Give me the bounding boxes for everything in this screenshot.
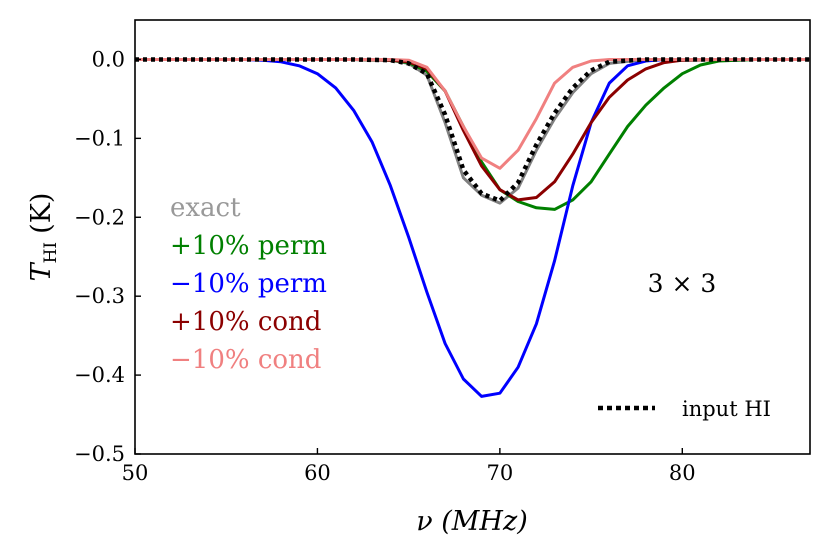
y-axis-label-sub: HI: [41, 242, 61, 264]
legend-entry: −10% perm: [170, 269, 327, 299]
legend-entry: +10% perm: [170, 231, 327, 261]
x-axis-label: ν (MHz): [416, 506, 527, 537]
y-tick-label: −0.4: [74, 363, 125, 387]
y-tick-label: −0.5: [74, 442, 125, 466]
x-tick-label: 80: [669, 461, 696, 485]
x-tick-label: 50: [122, 461, 149, 485]
grid-size-annotation: 3 × 3: [648, 269, 717, 298]
x-tick-label: 70: [486, 461, 513, 485]
y-tick-label: 0.0: [92, 47, 125, 71]
svg-text:THI(K): THI (K): [26, 193, 61, 282]
legend-entry: +10% cond: [170, 307, 321, 337]
series-line-exact: [135, 58, 810, 205]
input-hi-legend-label: input HI: [682, 397, 771, 421]
legend-entry: −10% cond: [170, 345, 321, 375]
y-tick-label: −0.3: [74, 284, 125, 308]
plot-frame: [134, 19, 811, 455]
y-tick-label: −0.1: [74, 126, 125, 150]
series-line-input-hi: [135, 57, 810, 203]
ticks-layer: 50 60 70 80 0.0 −0.1 −0.2 −0.3 −0.4 −0.5: [74, 47, 696, 485]
input-hi-legend: input HI: [598, 397, 771, 421]
legend: exact +10% perm −10% perm +10% cond −10% con…: [170, 193, 327, 375]
x-tick-label: 60: [304, 461, 331, 485]
y-axis-label: THI (K): [26, 193, 61, 282]
series-layer: [135, 57, 810, 398]
y-axis-label-main: T: [26, 261, 57, 281]
legend-entry: exact: [170, 193, 241, 223]
series-line-10-cond: [135, 58, 810, 170]
y-axis-label-unit: (K): [26, 193, 57, 234]
y-tick-label: −0.2: [74, 205, 125, 229]
